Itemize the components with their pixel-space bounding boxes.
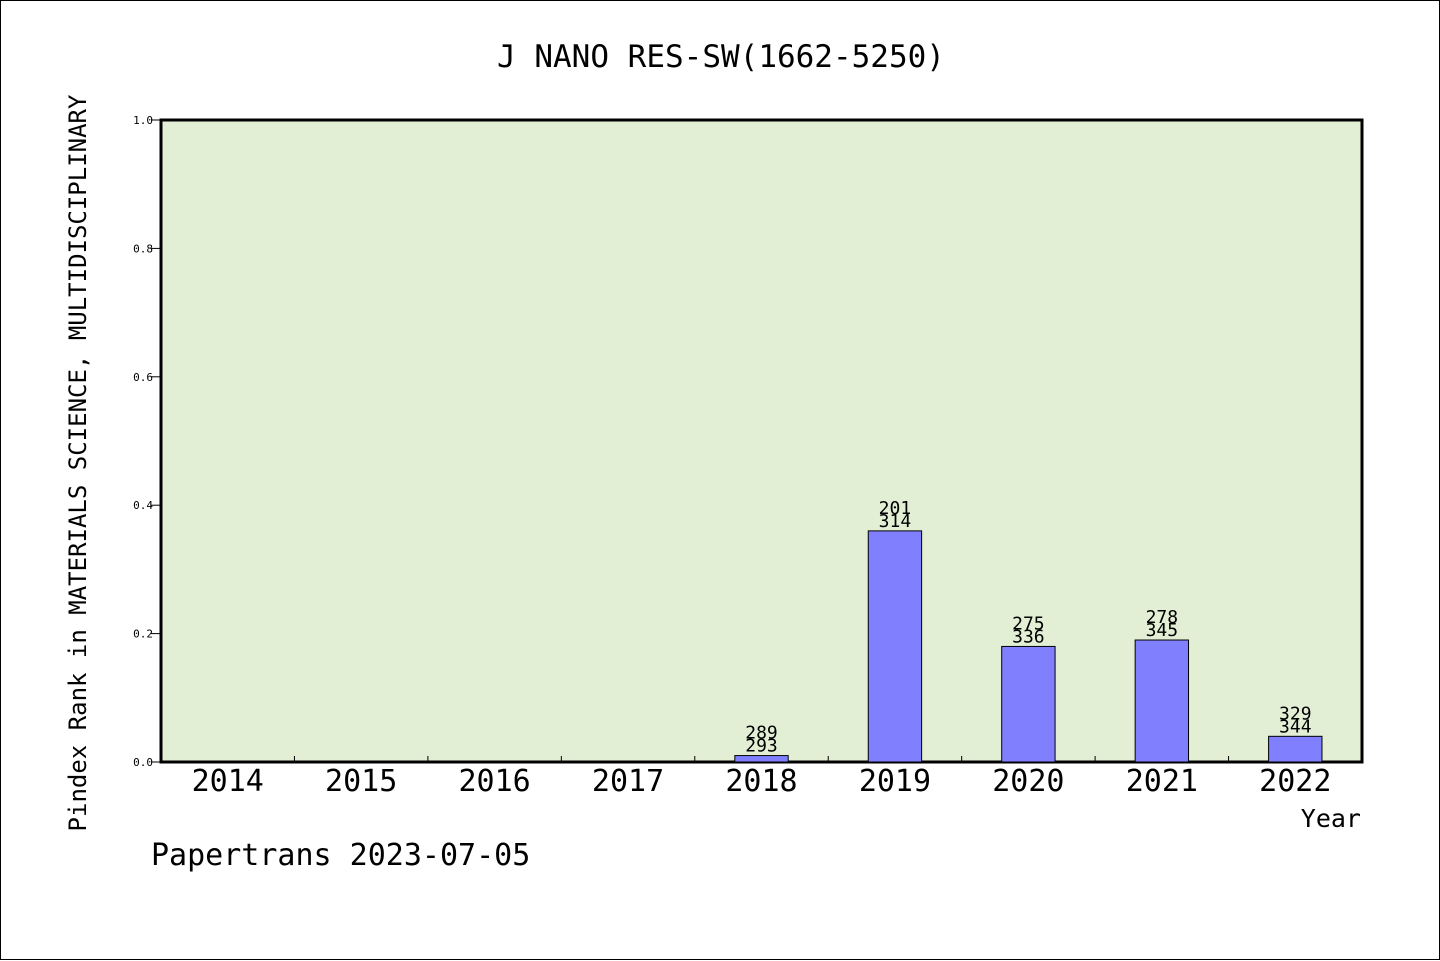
x-axis-label: Year — [1301, 804, 1361, 833]
x-tick-label: 2020 — [992, 764, 1064, 799]
bar-label-bottom: 336 — [1012, 626, 1045, 647]
x-tick-label: 2017 — [592, 764, 664, 799]
bar-label-top: 275 — [1012, 613, 1045, 634]
bar-2019 — [867, 530, 923, 763]
x-tick-label: 2016 — [458, 764, 530, 799]
y-tick-label: 0.2 — [133, 628, 153, 641]
bar-label-top: 278 — [1146, 607, 1179, 628]
bar-label-bottom: 293 — [745, 736, 778, 757]
y-axis-label: Pindex Rank in MATERIALS SCIENCE, MULTID… — [64, 94, 92, 831]
footer-credit: Papertrans 2023-07-05 — [151, 838, 530, 873]
x-tick-label: 2021 — [1126, 764, 1198, 799]
bar-label-bottom: 345 — [1146, 620, 1179, 641]
bar-2021 — [1134, 639, 1190, 763]
x-tick-label: 2019 — [859, 764, 931, 799]
x-tick-label: 2022 — [1259, 764, 1331, 799]
y-tick-label: 0.4 — [133, 499, 153, 512]
bar-label-bottom: 344 — [1279, 716, 1312, 737]
y-axis: 0.0 0.2 0.4 0.6 0.8 1.0 — [133, 114, 161, 769]
bar-label-top: 201 — [879, 498, 912, 519]
bar-label-bottom: 314 — [879, 511, 912, 532]
y-tick-label: 0.0 — [133, 756, 153, 769]
bar-2020 — [1001, 645, 1056, 763]
y-tick-label: 0.6 — [133, 371, 153, 384]
x-tick-label: 2015 — [325, 764, 397, 799]
bar-label-top: 329 — [1279, 703, 1312, 724]
x-axis: 2014 2015 2016 2017 2018 2019 2020 2021 2022 — [192, 756, 1331, 799]
y-tick-label: 0.8 — [133, 242, 153, 255]
y-tick-label: 1.0 — [133, 114, 153, 127]
chart-title: J NANO RES-SW(1662-5250) — [497, 39, 945, 75]
bar-2022 — [1268, 735, 1323, 763]
bar-label-top: 289 — [745, 723, 778, 744]
x-tick-label: 2014 — [192, 764, 264, 799]
bar-2018 — [734, 755, 789, 763]
x-tick-label: 2018 — [725, 764, 797, 799]
